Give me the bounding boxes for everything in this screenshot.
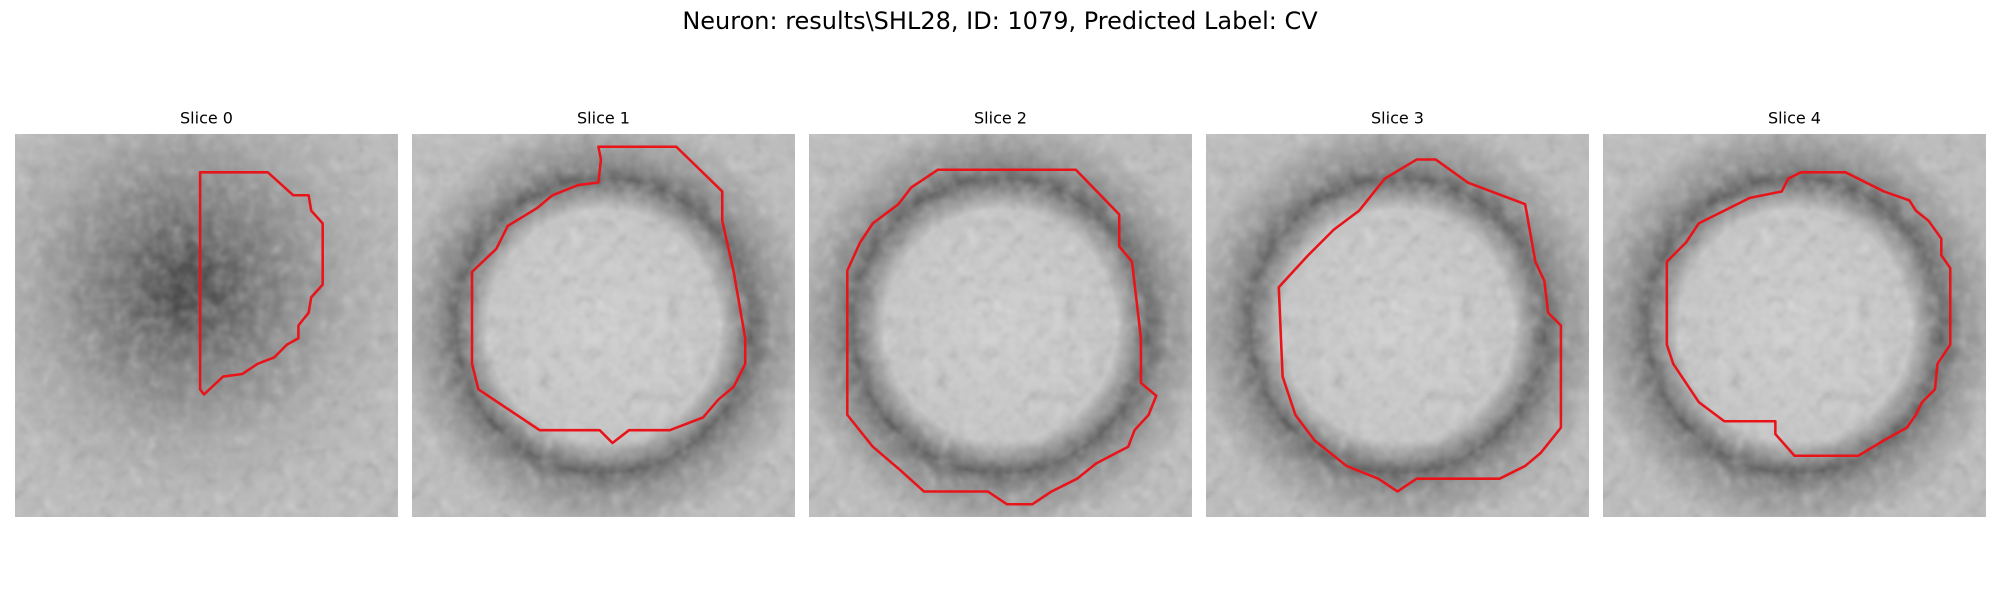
slice-image bbox=[1206, 134, 1589, 517]
image-texture bbox=[1603, 134, 1986, 517]
segmentation-contour bbox=[846, 168, 1158, 506]
slice-image bbox=[412, 134, 795, 517]
figure-title: Neuron: results\SHL28, ID: 1079, Predict… bbox=[682, 7, 1318, 35]
slice-image bbox=[15, 134, 398, 517]
segmentation-contour bbox=[1277, 158, 1563, 493]
image-texture bbox=[809, 134, 1192, 517]
panel-title: Slice 4 bbox=[1768, 109, 1821, 128]
slice-image bbox=[809, 134, 1192, 517]
panel-title: Slice 1 bbox=[577, 109, 630, 128]
segmentation-contour bbox=[1665, 171, 1952, 457]
panel-title: Slice 2 bbox=[974, 109, 1027, 128]
segmentation-contour bbox=[470, 145, 747, 445]
image-texture bbox=[1206, 134, 1589, 517]
panel-title: Slice 3 bbox=[1371, 109, 1424, 128]
panel-title: Slice 0 bbox=[180, 109, 233, 128]
segmentation-contour bbox=[198, 171, 324, 396]
image-texture bbox=[412, 134, 795, 517]
slice-image bbox=[1603, 134, 1986, 517]
image-texture bbox=[15, 134, 398, 517]
